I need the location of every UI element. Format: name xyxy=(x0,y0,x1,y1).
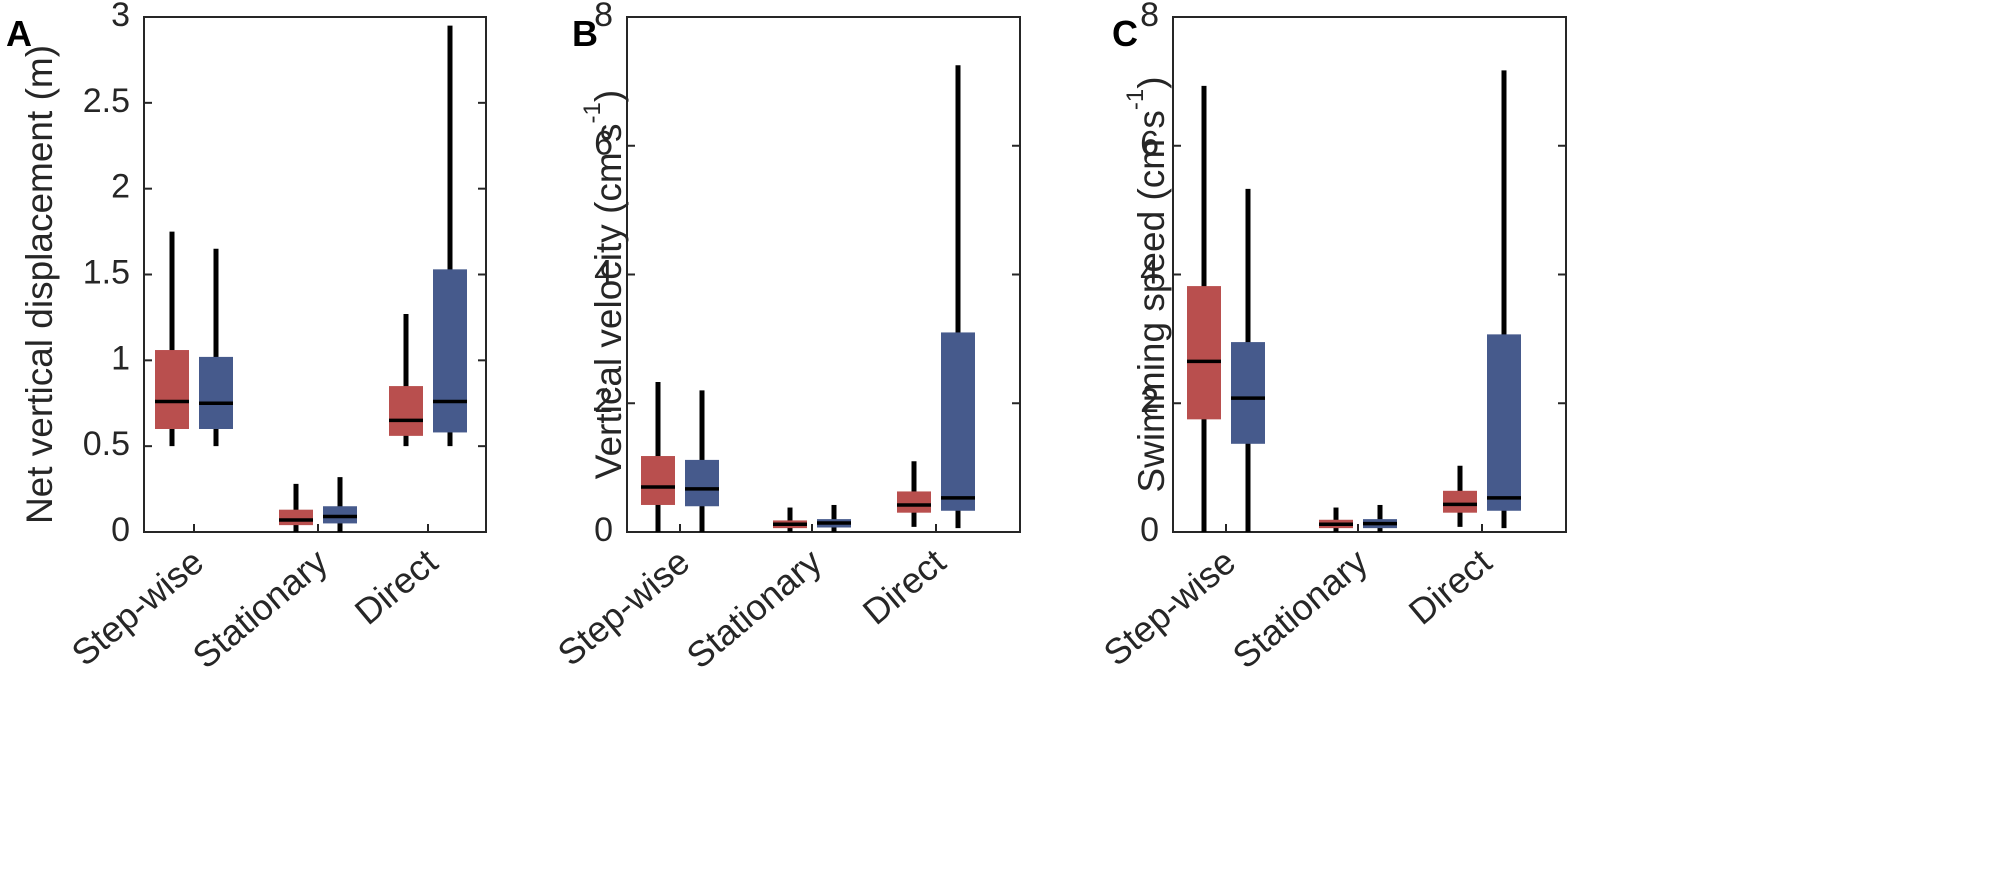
y-axis-title: Vertical velocity (cm s-1) xyxy=(579,90,630,479)
box-blue-step-wise xyxy=(685,390,719,532)
y-tick-label: 2.5 xyxy=(83,82,130,120)
panel-letter: B xyxy=(572,13,598,54)
box-red-step-wise xyxy=(641,382,675,532)
box-iqr xyxy=(941,332,975,511)
y-tick-label: 0 xyxy=(111,511,130,549)
y-axis-title-text: Net vertical displacement (m) xyxy=(19,45,60,524)
category-label: Direct xyxy=(1401,541,1499,633)
box-blue-stationary xyxy=(323,477,357,532)
y-tick-label: 8 xyxy=(594,0,613,34)
box-iqr xyxy=(685,459,719,507)
box-blue-stationary xyxy=(1363,504,1397,532)
box-red-stationary xyxy=(1319,507,1353,532)
box-iqr xyxy=(279,509,313,526)
y-axis-title: Net vertical displacement (m) xyxy=(19,45,60,524)
category-label: Step-wise xyxy=(1096,541,1243,674)
y-tick-label: 6 xyxy=(1140,125,1159,163)
y-tick-label: 0 xyxy=(1140,511,1159,549)
y-axis-title-end: ) xyxy=(1131,76,1172,88)
category-label: Stationary xyxy=(1225,541,1376,677)
box-iqr xyxy=(641,456,675,505)
y-tick-label: 2 xyxy=(111,168,130,206)
box-red-stationary xyxy=(773,507,807,532)
box-blue-direct xyxy=(941,65,975,529)
y-axis-title-superscript: -1 xyxy=(1122,89,1149,110)
y-tick-label: 1.5 xyxy=(83,253,130,291)
category-label: Stationary xyxy=(679,541,830,677)
box-iqr xyxy=(1231,342,1265,444)
box-iqr xyxy=(1187,286,1221,420)
box-iqr xyxy=(433,269,467,433)
category-label: Step-wise xyxy=(64,541,211,674)
y-axis-title: Swimming speed (cm s-1) xyxy=(1122,76,1173,492)
box-red-direct xyxy=(1443,465,1477,527)
box-red-step-wise xyxy=(1187,85,1221,532)
y-tick-label: 8 xyxy=(1140,0,1159,34)
y-tick-label: 4 xyxy=(594,253,613,291)
panel-letter: C xyxy=(1112,13,1138,54)
y-axis-title-text: Vertical velocity (cm s xyxy=(588,123,629,479)
box-iqr xyxy=(1443,490,1477,513)
y-axis-title-text: Swimming speed (cm s xyxy=(1131,110,1172,492)
y-tick-label: 6 xyxy=(594,125,613,163)
y-axis-title-superscript: -1 xyxy=(579,102,606,123)
y-tick-label: 2 xyxy=(1140,382,1159,420)
y-tick-label: 0.5 xyxy=(83,425,130,463)
box-red-stationary xyxy=(279,483,313,532)
category-label: Step-wise xyxy=(550,541,697,674)
y-tick-label: 3 xyxy=(111,0,130,34)
panel-letter: A xyxy=(6,13,32,54)
box-red-direct xyxy=(897,461,931,527)
y-tick-label: 1 xyxy=(111,339,130,377)
category-label: Direct xyxy=(347,541,445,633)
y-tick-label: 0 xyxy=(594,511,613,549)
y-axis-title-end: ) xyxy=(588,90,629,102)
box-blue-direct xyxy=(433,25,467,447)
box-iqr xyxy=(389,386,423,436)
box-iqr xyxy=(155,350,189,429)
y-tick-label: 4 xyxy=(1140,253,1159,291)
category-label: Stationary xyxy=(185,541,336,677)
box-red-direct xyxy=(389,313,423,447)
box-blue-stationary xyxy=(817,504,851,532)
box-iqr xyxy=(897,491,931,513)
box-iqr xyxy=(1487,334,1521,511)
box-blue-step-wise xyxy=(1231,188,1265,532)
y-tick-label: 2 xyxy=(594,382,613,420)
box-red-step-wise xyxy=(155,231,189,447)
box-blue-step-wise xyxy=(199,248,233,447)
box-iqr xyxy=(199,356,233,429)
box-blue-direct xyxy=(1487,70,1521,529)
category-label: Direct xyxy=(855,541,953,633)
